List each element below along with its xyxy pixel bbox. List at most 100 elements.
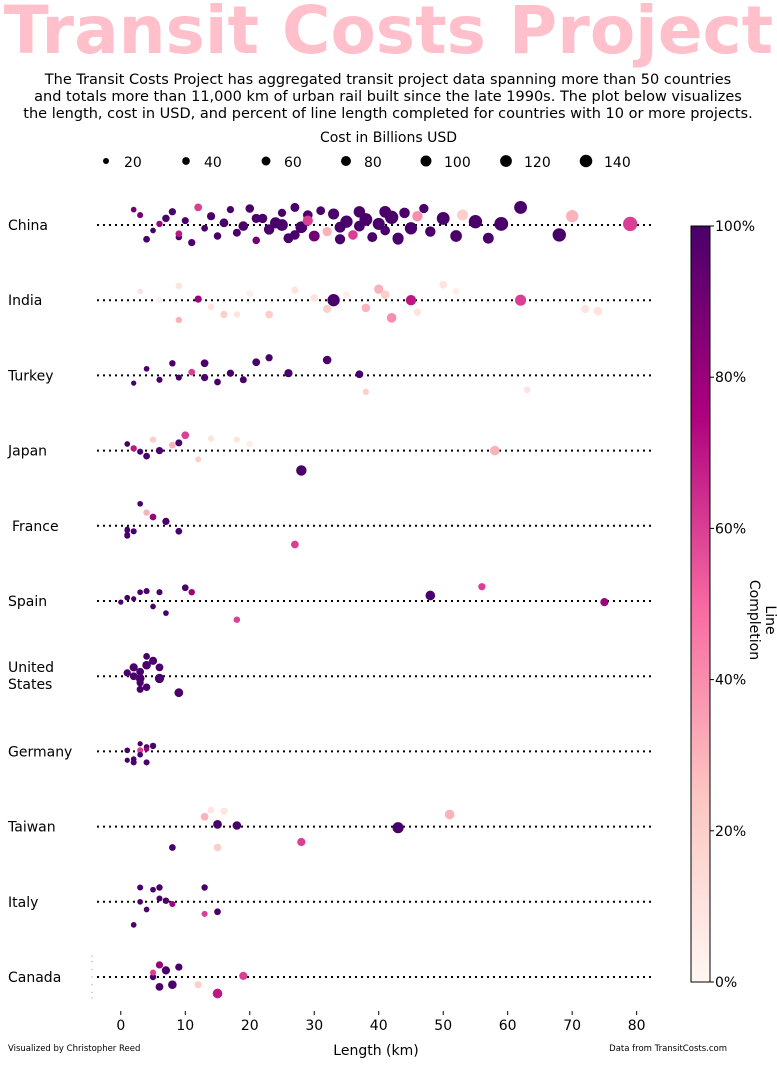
data-point <box>131 380 137 386</box>
data-point <box>226 205 235 214</box>
data-point <box>137 884 144 891</box>
x-axis: 0 10 20 30 40 50 60 70 80 <box>116 1011 646 1034</box>
data-point <box>600 598 609 607</box>
data-point <box>91 961 93 963</box>
size-legend-marker <box>341 156 351 166</box>
data-point <box>552 228 566 242</box>
data-point <box>214 908 221 916</box>
data-point <box>156 220 163 228</box>
data-point <box>233 616 241 623</box>
data-point <box>174 688 184 698</box>
data-point <box>219 218 229 228</box>
source-text: Data from TransitCosts.com <box>609 1044 727 1054</box>
data-point <box>188 368 196 376</box>
data-point <box>168 980 177 989</box>
x-axis-label: Length (km) <box>333 1043 419 1059</box>
data-point <box>149 973 157 981</box>
data-point <box>137 589 143 596</box>
data-point <box>175 963 183 971</box>
data-point <box>137 448 144 455</box>
data-point <box>342 291 350 299</box>
data-point <box>302 215 313 226</box>
data-point <box>169 900 176 908</box>
data-point <box>143 452 150 460</box>
data-point <box>188 588 195 596</box>
data-point <box>143 365 150 372</box>
data-point <box>175 527 183 535</box>
data-point <box>291 286 299 294</box>
data-point <box>150 227 156 234</box>
data-point <box>123 669 131 677</box>
data-point <box>143 759 150 766</box>
x-tick-label: 50 <box>434 1018 452 1034</box>
data-point <box>290 202 300 212</box>
data-point <box>213 843 222 852</box>
x-tick-label: 20 <box>241 1018 259 1034</box>
data-point <box>239 376 247 384</box>
data-point <box>156 376 163 383</box>
data-point <box>316 206 326 216</box>
country-rows: China India Turkey Japan France Spain United St… <box>7 218 655 986</box>
data-point <box>148 656 158 665</box>
data-point <box>137 741 143 747</box>
data-point <box>323 304 332 314</box>
data-point <box>91 955 93 957</box>
data-point <box>291 540 299 549</box>
data-point <box>308 230 320 242</box>
data-point <box>201 224 208 232</box>
data-point <box>137 898 143 905</box>
data-point <box>232 821 242 830</box>
data-point <box>131 596 137 602</box>
data-point <box>143 746 150 752</box>
data-point <box>169 360 176 367</box>
data-point <box>200 359 209 368</box>
data-point <box>310 294 319 302</box>
data-point <box>194 203 203 212</box>
data-point <box>155 663 164 672</box>
data-point <box>327 294 340 307</box>
data-point <box>489 445 500 456</box>
data-point <box>136 667 145 676</box>
data-point <box>124 594 131 601</box>
data-point <box>425 590 436 601</box>
data-point <box>143 653 150 660</box>
data-point <box>162 517 170 526</box>
data-point <box>154 673 165 684</box>
data-point <box>91 991 93 994</box>
size-legend-label: 20 <box>124 155 142 171</box>
data-point <box>239 971 248 980</box>
data-point <box>136 679 144 687</box>
data-point <box>457 209 469 221</box>
colorbar-tick-label: 20% <box>715 824 746 840</box>
data-point <box>130 445 137 452</box>
data-point <box>212 988 223 999</box>
colorbar-tick-label: 0% <box>715 975 737 991</box>
data-point <box>386 312 397 323</box>
x-tick-label: 0 <box>116 1018 125 1034</box>
data-point <box>296 465 307 476</box>
data-point <box>155 961 164 969</box>
data-point <box>143 906 150 913</box>
data-point <box>118 599 124 605</box>
data-point <box>468 215 483 229</box>
data-point <box>245 204 255 213</box>
size-legend-marker <box>103 158 109 164</box>
size-legend-label: 40 <box>204 155 222 171</box>
data-point <box>188 238 196 247</box>
data-point <box>149 742 157 750</box>
x-tick-label: 40 <box>370 1018 388 1034</box>
data-point <box>392 822 404 834</box>
colorbar-bar <box>690 225 711 983</box>
data-point <box>380 290 390 300</box>
data-point <box>155 983 164 991</box>
data-point <box>201 884 208 891</box>
data-point <box>276 219 288 231</box>
data-point <box>362 388 370 396</box>
data-point <box>284 369 293 378</box>
data-point <box>130 922 137 928</box>
data-point <box>156 895 163 902</box>
data-point <box>156 589 163 596</box>
data-point <box>452 288 460 295</box>
data-point <box>150 603 156 610</box>
